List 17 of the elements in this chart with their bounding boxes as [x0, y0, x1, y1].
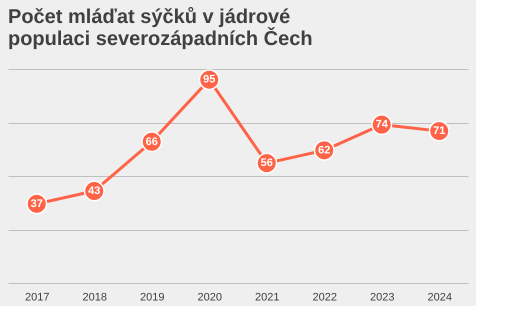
data-label: 62	[318, 144, 330, 156]
x-tick-label: 2022	[312, 292, 337, 304]
x-tick-label: 2020	[198, 292, 222, 304]
x-tick-label: 2021	[255, 292, 280, 304]
x-tick-label: 2018	[82, 292, 107, 304]
data-label: 74	[376, 118, 389, 131]
data-label: 71	[433, 125, 446, 138]
data-label: 43	[88, 184, 100, 197]
data-label: 66	[146, 136, 158, 148]
data-label: 95	[203, 74, 216, 86]
chart-title: Počet mláďat sýčků v jádrové populaci severozápadních Čech	[8, 6, 313, 50]
data-label: 56	[260, 157, 273, 170]
x-tick-label: 2017	[25, 292, 50, 304]
x-tick-label: 2024	[428, 292, 452, 304]
x-tick-label: 2019	[140, 292, 164, 304]
data-label: 37	[30, 198, 43, 210]
x-tick-label: 2023	[370, 292, 394, 304]
